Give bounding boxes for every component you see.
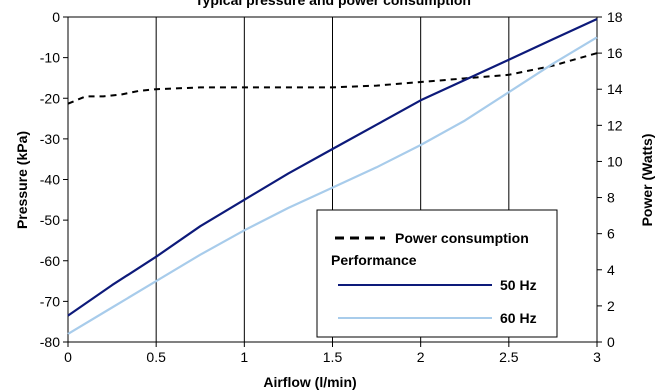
x-tick-label: 0 <box>64 349 72 365</box>
y-left-tick-label: -20 <box>40 90 60 106</box>
x-tick-label: 2.5 <box>499 349 519 365</box>
y-right-tick-label: 8 <box>607 190 615 206</box>
x-axis: 0 0.5 1 1.5 2 2.5 3 <box>64 342 601 365</box>
series-line-50-hz <box>67 18 598 317</box>
y-left-tick-label: -30 <box>40 131 60 147</box>
y-left-tick-label: -40 <box>40 172 60 188</box>
y-left-tick-label: 0 <box>52 9 60 25</box>
legend: Power consumption Performance 50 Hz 60 H… <box>316 209 558 338</box>
x-tick-label: 1.5 <box>323 349 343 365</box>
y-right-tick-label: 10 <box>607 153 623 169</box>
x-tick-label: 1 <box>240 349 248 365</box>
legend-label-performance: Performance <box>331 252 417 268</box>
y-left-tick-label: -50 <box>40 212 60 228</box>
y-right-tick-label: 14 <box>607 81 623 97</box>
x-tick-label: 3 <box>593 349 601 365</box>
x-tick-label: 2 <box>417 349 425 365</box>
y-left-axis-label: Pressure (kPa) <box>14 131 30 229</box>
x-axis-label: Airflow (l/min) <box>263 374 356 390</box>
y-left-axis: 0 -10 -20 -30 -40 -50 -60 -70 -80 <box>40 9 68 350</box>
legend-label-50hz: 50 Hz <box>500 277 537 293</box>
y-right-tick-label: 2 <box>607 298 615 314</box>
y-right-tick-label: 0 <box>607 334 615 350</box>
y-right-tick-label: 4 <box>607 262 615 278</box>
y-right-tick-label: 16 <box>607 45 623 61</box>
series-line-60-hz <box>67 36 598 335</box>
series-line-power-consumption <box>67 52 598 105</box>
x-tick-label: 0.5 <box>146 349 166 365</box>
chart-title: Typical pressure and power consumption <box>195 0 471 8</box>
legend-label-60hz: 60 Hz <box>500 310 537 326</box>
series-layer <box>67 18 598 335</box>
y-right-axis-label: Power (Watts) <box>639 134 655 227</box>
y-left-tick-label: -70 <box>40 293 60 309</box>
y-right-tick-label: 6 <box>607 226 615 242</box>
y-left-tick-label: -80 <box>40 334 60 350</box>
y-right-tick-label: 12 <box>607 117 623 133</box>
legend-box <box>316 209 558 338</box>
legend-label-power: Power consumption <box>395 230 529 246</box>
y-left-tick-label: -60 <box>40 253 60 269</box>
y-left-tick-label: -10 <box>40 50 60 66</box>
y-right-tick-label: 18 <box>607 9 623 25</box>
y-right-axis: 0 2 4 6 8 10 12 14 16 18 <box>597 9 623 350</box>
